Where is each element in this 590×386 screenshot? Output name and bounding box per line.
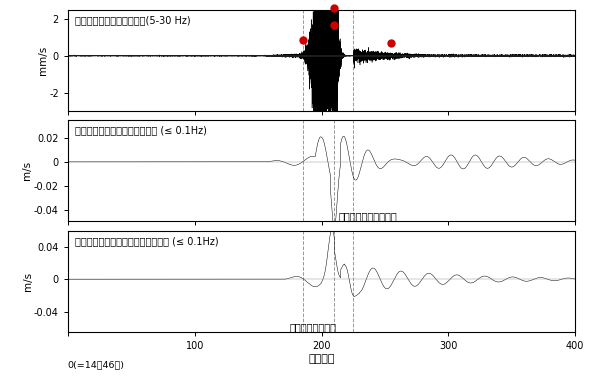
Text: 都留菅野観測点ラディアル成分 (≤ 0.1Hz): 都留菅野観測点ラディアル成分 (≤ 0.1Hz) xyxy=(76,125,207,135)
Text: 表面波（ラブ波）: 表面波（ラブ波） xyxy=(290,322,337,332)
Text: 0(=14時46分): 0(=14時46分) xyxy=(68,361,125,369)
Text: 都留菅野観測点トランスバース成分 (≤ 0.1Hz): 都留菅野観測点トランスバース成分 (≤ 0.1Hz) xyxy=(76,236,219,245)
X-axis label: 時間、秒: 時間、秒 xyxy=(309,354,335,364)
Text: 表面波（レイリー波）: 表面波（レイリー波） xyxy=(338,211,397,221)
Y-axis label: mm/s: mm/s xyxy=(38,46,48,75)
Y-axis label: m/s: m/s xyxy=(22,272,32,291)
Y-axis label: m/s: m/s xyxy=(22,161,32,180)
Text: 箱根駒ヶ岳観測点上下成分(5-30 Hz): 箱根駒ヶ岳観測点上下成分(5-30 Hz) xyxy=(76,15,191,25)
